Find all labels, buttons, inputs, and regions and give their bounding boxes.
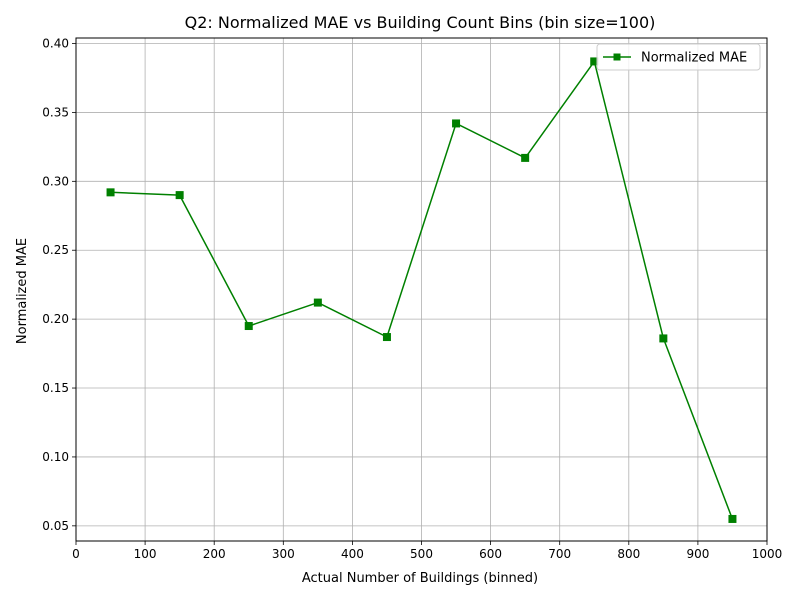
data-point-marker <box>175 191 184 200</box>
x-tick-label: 900 <box>686 547 709 561</box>
x-axis-label: Actual Number of Buildings (binned) <box>302 571 538 586</box>
x-axis-ticks: 0 100 200 300 400 500 600 700 800 900 1000 <box>72 541 782 561</box>
chart-title: Q2: Normalized MAE vs Building Count Bin… <box>185 13 656 32</box>
data-point-marker <box>590 57 599 66</box>
y-tick-label: 0.30 <box>42 174 69 188</box>
x-tick-label: 600 <box>479 547 502 561</box>
x-tick-label: 500 <box>410 547 433 561</box>
data-point-marker <box>106 188 115 197</box>
data-point-marker <box>313 298 322 307</box>
y-tick-label: 0.10 <box>42 450 69 464</box>
series-layer <box>106 57 737 523</box>
y-axis-ticks: 0.05 0.10 0.15 0.20 0.25 0.30 0.35 0.40 <box>42 37 76 533</box>
legend: Normalized MAE <box>596 43 761 71</box>
data-point-marker <box>382 333 391 342</box>
x-tick-label: 700 <box>548 547 571 561</box>
y-tick-label: 0.40 <box>42 37 69 51</box>
y-tick-label: 0.15 <box>42 381 69 395</box>
data-point-marker <box>521 153 530 162</box>
x-tick-label: 300 <box>272 547 295 561</box>
x-tick-label: 200 <box>203 547 226 561</box>
plot-frame <box>75 37 768 542</box>
x-tick-label: 100 <box>134 547 157 561</box>
data-point-marker <box>728 514 737 523</box>
y-axis-label: Normalized MAE <box>15 238 30 344</box>
x-tick-label: 1000 <box>752 547 783 561</box>
x-tick-label: 800 <box>617 547 640 561</box>
data-point-marker <box>659 334 668 343</box>
legend-marker-swatch <box>613 53 621 61</box>
y-tick-label: 0.05 <box>42 519 69 533</box>
x-tick-label: 400 <box>341 547 364 561</box>
legend-box <box>596 43 761 71</box>
series-line <box>110 60 734 520</box>
y-tick-label: 0.35 <box>42 105 69 119</box>
x-tick-label: 0 <box>72 547 80 561</box>
data-point-marker <box>452 119 461 128</box>
legend-label: Normalized MAE <box>641 51 747 66</box>
y-tick-label: 0.25 <box>42 243 69 257</box>
y-tick-label: 0.20 <box>42 312 69 326</box>
data-point-marker <box>244 322 253 331</box>
